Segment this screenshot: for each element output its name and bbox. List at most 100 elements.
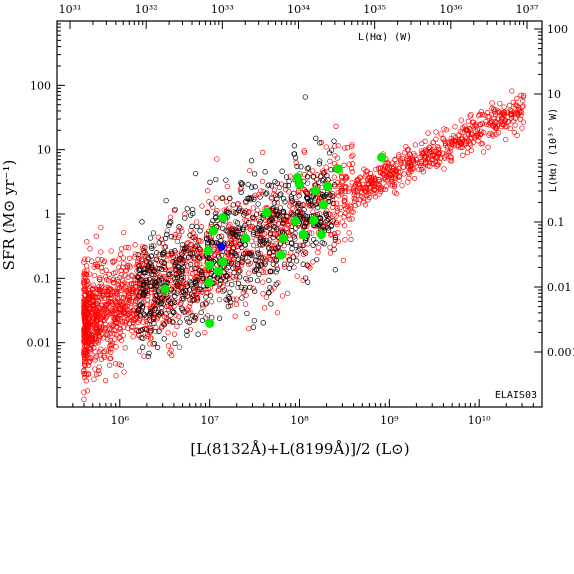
scatter-point [172, 206, 178, 213]
scatter-point [480, 149, 487, 155]
scatter-point [319, 239, 325, 246]
scatter-point [163, 276, 169, 282]
scatter-point [137, 253, 143, 259]
scatter-point [239, 259, 245, 265]
scatter-point [352, 182, 358, 188]
top-tick-label: 10³⁶ [439, 3, 462, 16]
scatter-point [133, 296, 140, 302]
scatter-point [184, 206, 190, 212]
scatter-point [342, 197, 348, 203]
scatter-point [113, 361, 119, 367]
scatter-point [245, 277, 251, 284]
scatter-point [250, 231, 256, 238]
scatter-point [179, 273, 185, 279]
scatter-point [263, 254, 269, 260]
scatter-point [151, 302, 158, 308]
scatter-point [398, 159, 404, 165]
scatter-point [352, 189, 358, 196]
scatter-point [136, 293, 142, 299]
y-axis-title: SFR (M⊙ yr⁻¹) [0, 160, 18, 271]
scatter-point [98, 316, 104, 322]
scatter-point [100, 293, 106, 299]
scatter-point [85, 317, 92, 323]
scatter-point [208, 238, 214, 244]
scatter-point [500, 111, 506, 117]
scatter-point [410, 157, 417, 163]
scatter-point [194, 242, 200, 249]
scatter-point [190, 246, 196, 253]
scatter-point [293, 258, 300, 264]
green-point [240, 233, 251, 243]
scatter-point [207, 179, 213, 185]
scatter-point [447, 157, 453, 164]
plot-frame [56, 20, 543, 408]
scatter-point [315, 249, 321, 256]
green-point [294, 179, 305, 189]
scatter-point [135, 251, 141, 258]
scatter-point [492, 111, 499, 117]
scatter-point [90, 319, 96, 325]
scatter-point [163, 197, 169, 204]
scatter-point [85, 338, 91, 344]
scatter-point [293, 225, 299, 231]
scatter-point [81, 328, 87, 334]
scatter-point [514, 95, 520, 102]
scatter-point [123, 310, 129, 317]
scatter-point [147, 335, 154, 341]
scatter-point [304, 166, 310, 172]
scatter-point [382, 161, 388, 167]
scatter-point [430, 139, 436, 146]
scatter-point [223, 177, 229, 183]
scatter-point [248, 158, 255, 164]
scatter-point [199, 203, 205, 209]
scatter-point [82, 355, 88, 361]
scatter-point [247, 276, 254, 283]
scatter-point [332, 234, 339, 240]
scatter-point [300, 242, 307, 248]
scatter-point [141, 311, 147, 317]
scatter-point [474, 127, 481, 133]
scatter-point [433, 163, 440, 169]
scatter-point [289, 227, 295, 234]
scatter-point [334, 208, 341, 214]
scatter-point [291, 143, 298, 149]
scatter-point [139, 219, 145, 225]
scatter-point [352, 202, 359, 209]
scatter-point [333, 123, 339, 129]
scatter-point [90, 305, 97, 312]
scatter-point [371, 187, 378, 194]
scatter-point [198, 269, 205, 275]
scatter-point [254, 211, 260, 217]
scatter-point [115, 306, 122, 312]
scatter-point [285, 254, 291, 260]
scatter-point [226, 195, 233, 202]
scatter-point [91, 301, 97, 308]
scatter-point [281, 217, 287, 223]
right-tick-label: 100 [547, 23, 568, 36]
scatter-point [103, 302, 109, 308]
scatter-point [83, 263, 90, 269]
scatter-point [97, 320, 103, 326]
scatter-point [113, 373, 119, 379]
scatter-point [514, 132, 520, 139]
scatter-point [255, 201, 261, 207]
scatter-point [160, 301, 166, 307]
scatter-point [199, 302, 206, 308]
scatter-point [93, 233, 99, 239]
scatter-point [151, 320, 157, 326]
scatter-point [255, 207, 261, 213]
scatter-point [314, 211, 321, 218]
scatter-point [168, 347, 174, 354]
scatter-point [249, 184, 255, 190]
scatter-point [255, 262, 261, 268]
scatter-point [294, 163, 300, 170]
scatter-point [490, 106, 497, 112]
scatter-point [214, 275, 220, 281]
scatter-point [254, 277, 261, 284]
scatter-point [281, 217, 288, 224]
scatter-point [168, 234, 174, 240]
scatter-point [501, 104, 507, 110]
scatter-point [250, 205, 257, 211]
scatter-point [141, 266, 147, 273]
scatter-point [179, 228, 185, 234]
